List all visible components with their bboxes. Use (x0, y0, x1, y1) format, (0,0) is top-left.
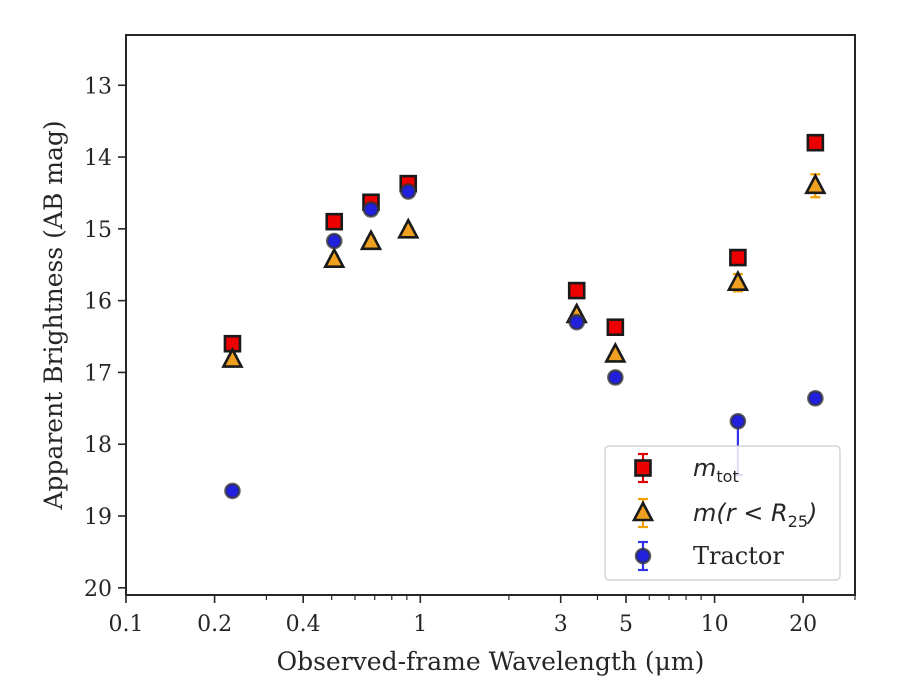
plot-area (221, 133, 827, 500)
x-axis-label: Observed-frame Wavelength (μm) (277, 647, 705, 676)
point-tractor (807, 389, 824, 407)
legend-label-mr25: m(r < R25) (693, 499, 817, 531)
y-tick-label: 16 (84, 290, 112, 315)
point-mr25 (323, 246, 346, 269)
x-tick-label: 20 (789, 612, 817, 637)
point-tractor (224, 482, 241, 500)
legend-box (604, 445, 841, 581)
x-tick-label: 1 (413, 612, 427, 637)
series-mtot (223, 133, 825, 353)
y-tick-label: 19 (84, 505, 112, 530)
x-tick-label: 0.1 (109, 612, 144, 637)
point-mr25 (221, 346, 244, 368)
legend-label-mtot: mtot (693, 454, 739, 486)
point-tractor (607, 369, 624, 386)
legend-label-main: Tractor (693, 542, 784, 570)
legend-entry-tractor: Tractor (634, 540, 784, 572)
y-axis-label: Apparent Brightness (AB mag) (39, 120, 68, 510)
point-mtot (325, 212, 344, 231)
y-tick-label: 13 (84, 74, 112, 99)
legend: mtot m(r < R25) Tractor (604, 445, 841, 581)
legend-entry-mtot: mtot (634, 452, 739, 486)
legend-label-subscript: 25 (788, 512, 808, 531)
point-mr25 (726, 269, 750, 291)
y-tick-label: 17 (84, 361, 112, 386)
legend-marker-tractor (634, 547, 652, 565)
point-mr25 (604, 341, 627, 363)
point-mtot (806, 133, 825, 152)
point-tractor (362, 201, 380, 218)
x-tick-label: 0.4 (286, 612, 321, 637)
legend-label-main: m (693, 454, 716, 482)
point-mr25 (359, 228, 383, 251)
legend-label-tractor: Tractor (693, 542, 784, 570)
y-tick-label: 14 (84, 146, 112, 171)
legend-label-suffix: ) (806, 499, 817, 527)
point-mtot (606, 318, 625, 337)
x-tick-label: 5 (619, 612, 633, 637)
x-tick-label: 0.2 (197, 612, 232, 637)
point-mtot (567, 281, 586, 300)
legend-entry-mr25: m(r < R25) (631, 497, 817, 531)
axes-frame (125, 34, 856, 596)
legend-marker-mr25 (631, 500, 655, 522)
point-tractor (729, 412, 747, 430)
point-tractor (325, 232, 343, 250)
point-mtot (729, 248, 747, 267)
y-tick-label: 20 (84, 577, 112, 602)
y-tick-label: 15 (84, 218, 112, 243)
legend-label-subscript: tot (716, 467, 738, 486)
legend-marker-mtot (634, 459, 652, 477)
point-tractor (568, 313, 586, 331)
series-tractor (224, 183, 824, 500)
x-tick-label: 3 (554, 612, 568, 637)
point-mr25 (804, 172, 827, 195)
point-mr25 (397, 217, 420, 239)
x-tick-label: 10 (701, 612, 729, 637)
legend-label-main: m(r < R (693, 499, 788, 527)
y-tick-label: 18 (84, 433, 112, 458)
point-tractor (399, 183, 417, 200)
